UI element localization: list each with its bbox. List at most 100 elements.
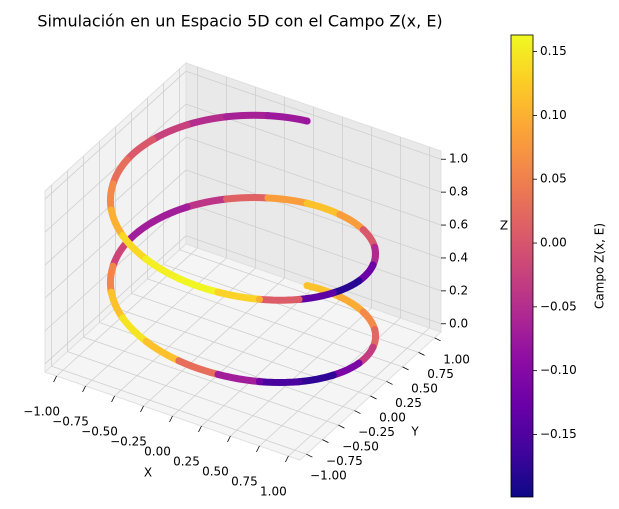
helix-segment (255, 378, 303, 386)
helix-point (255, 295, 263, 303)
x-axis-label: X (144, 466, 152, 480)
y-tick (322, 439, 329, 443)
helix-segment (295, 289, 337, 303)
grid-line (44, 136, 187, 266)
x-tick-label: −0.25 (110, 435, 147, 449)
y-tick (386, 381, 393, 385)
y-tick (418, 352, 425, 356)
colorbar-tick-label: −0.10 (540, 363, 577, 377)
grid-line (131, 293, 387, 382)
y-axis-label: Y (410, 425, 419, 439)
helix-segment (106, 262, 117, 296)
z-tick-label: 0.8 (449, 185, 468, 199)
z-tick-label: 0.6 (449, 218, 468, 232)
y-tick-label: 1.00 (443, 352, 470, 366)
helix-segment (336, 293, 367, 316)
x-tick-label: −0.50 (81, 425, 118, 439)
helix-segment (149, 121, 191, 144)
grid-line (185, 70, 442, 160)
z-tick-label: 0.2 (449, 283, 468, 297)
y-tick-label: −0.75 (326, 454, 363, 468)
helix-segment (107, 288, 127, 322)
colorbar-tick-label: 0.00 (540, 236, 567, 250)
colorbar-label: Campo Z(x, E) (593, 223, 607, 309)
helix-segment (329, 359, 363, 379)
grid-line (185, 202, 442, 292)
x-tick (169, 415, 173, 423)
x-tick (111, 395, 115, 403)
x-tick-label: 0.25 (173, 455, 200, 469)
helix-segment (123, 136, 157, 164)
helix-segment (149, 203, 191, 226)
x-tick-label: −1.00 (23, 405, 60, 419)
helix-segment (355, 261, 377, 285)
grid-line (44, 103, 187, 233)
x-tick-label: 1.00 (260, 485, 287, 499)
grid-line (147, 278, 403, 368)
y-tick-label: 0.25 (395, 396, 422, 410)
grid-line (185, 136, 442, 226)
colorbar-tick-label: 0.05 (540, 172, 567, 186)
colorbar (510, 34, 534, 498)
helix-segment (109, 238, 131, 270)
helix-segment (119, 314, 150, 345)
y-tick-label: 0.00 (379, 411, 406, 425)
helix-segment (109, 156, 131, 188)
z-axis-label: Z (500, 219, 508, 233)
y-tick (306, 453, 313, 458)
helix-point (303, 117, 311, 125)
grid-line (115, 307, 371, 397)
helix-segment (142, 255, 183, 283)
helix-segment (223, 194, 272, 203)
y-tick (338, 424, 345, 429)
grid-line (179, 249, 435, 339)
helix-segment (142, 337, 183, 365)
grid-line (51, 365, 307, 455)
helix-segment (303, 199, 344, 219)
x-tick (53, 375, 57, 383)
grid-line (67, 351, 323, 441)
chart-title: Simulación en un Espacio 5D con el Campo… (37, 12, 442, 31)
x-tick-label: 0.75 (231, 475, 258, 489)
colorbar-tick-label: −0.15 (540, 427, 577, 441)
y-tick-label: 0.75 (427, 367, 454, 381)
colorbar-tick-label: 0.10 (540, 108, 567, 122)
helix-segment (336, 211, 367, 234)
y-tick (402, 366, 409, 371)
y-tick (434, 337, 441, 342)
helix-segment (264, 194, 311, 207)
z-tick-label: 0.4 (449, 250, 468, 264)
x-tick-label: 0.00 (144, 445, 171, 459)
helix-segment (183, 195, 231, 211)
grid-line (44, 70, 187, 200)
z-tick-label: 0.0 (449, 316, 468, 330)
helix-segment (264, 112, 311, 125)
helix-segment (106, 180, 117, 214)
x-tick-label: 0.50 (202, 465, 229, 479)
grid-line (185, 235, 442, 325)
x-tick (140, 405, 144, 413)
helix-segment (175, 357, 222, 378)
y-tick-label: 0.50 (411, 381, 438, 395)
x-tick-label: −0.75 (52, 415, 89, 429)
x-tick (285, 455, 289, 463)
helix-segment (255, 295, 303, 304)
x-tick (82, 385, 86, 393)
colorbar-tick-label: −0.05 (540, 299, 577, 313)
y-tick-label: −0.25 (358, 425, 395, 439)
helix-segment (223, 111, 272, 121)
y-tick-label: −0.50 (342, 440, 379, 454)
helix-point (255, 378, 263, 386)
helix-segment (119, 232, 150, 263)
helix-segment (355, 343, 377, 367)
y-tick (370, 395, 377, 400)
x-tick (256, 445, 260, 453)
helix-segment (107, 206, 127, 240)
x-tick (198, 425, 202, 433)
grid-line (83, 336, 339, 426)
helix-segment (123, 218, 157, 246)
helix-segment (183, 113, 231, 129)
x-tick (227, 435, 231, 443)
helix-segment (214, 288, 263, 303)
helix-segment (175, 275, 222, 296)
